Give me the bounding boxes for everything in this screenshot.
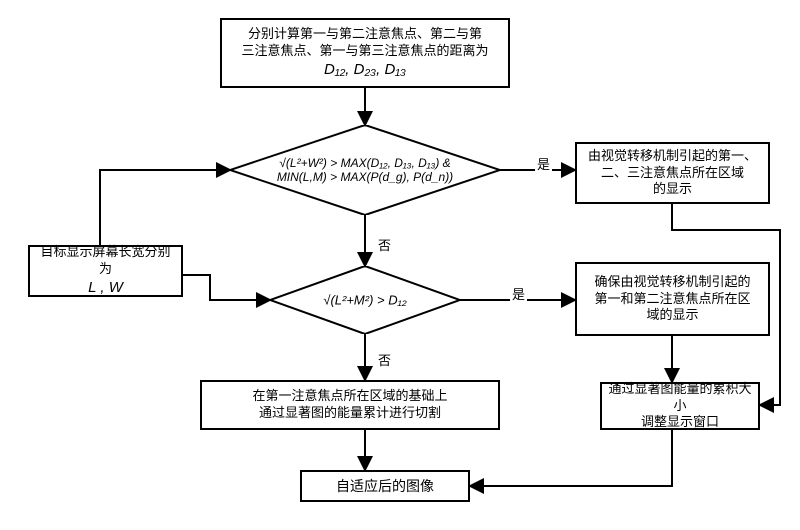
- node-text: 调整显示窗口: [641, 414, 719, 429]
- node-text: 通过显著图的能量累计进行切割: [259, 405, 441, 420]
- node-text: 自适应后的图像: [336, 477, 434, 495]
- edge: [470, 430, 672, 486]
- decision-formula: √(L²+W²) > MAX(D₁₂, D₁₃, D₁₃) &: [279, 156, 450, 170]
- node-text: 分别计算第一与第二注意焦点、第二与第: [248, 26, 482, 41]
- node-adjust-window: 通过显著图能量的累积大小 调整显示窗口: [600, 382, 760, 430]
- flowchart-canvas: 分别计算第一与第二注意焦点、第二与第 三注意焦点、第一与第三注意焦点的距离为 D…: [0, 0, 800, 530]
- node-text: 在第一注意焦点所在区域的基础上: [252, 388, 447, 403]
- decision-d12: √(L²+M²) > D₁₂: [270, 266, 460, 334]
- node-formula: D₁₂, D₂₃, D₁₃: [324, 61, 406, 78]
- node-text: 第一和第二注意焦点所在区: [594, 291, 750, 306]
- node-text: 三注意焦点、第一与第三注意焦点的距离为: [241, 43, 488, 58]
- node-text: 二、三注意焦点所在区域: [601, 165, 744, 180]
- node-display-three-regions: 由视觉转移机制引起的第一、 二、三注意焦点所在区域 的显示: [575, 142, 770, 204]
- edge-label: 否: [376, 235, 393, 254]
- node-text: 域的显示: [646, 307, 698, 322]
- node-text: 由视觉转移机制引起的第一、: [588, 148, 757, 163]
- node-compute-distances: 分别计算第一与第二注意焦点、第二与第 三注意焦点、第一与第三注意焦点的距离为 D…: [220, 18, 510, 88]
- node-ensure-two-regions: 确保由视觉转移机制引起的 第一和第二注意焦点所在区 域的显示: [575, 262, 770, 336]
- edge-label: 是: [510, 284, 527, 303]
- node-text: 的显示: [653, 181, 692, 196]
- node-text: 目标显示屏幕长宽分别为: [40, 244, 170, 276]
- node-text: 通过显著图能量的累积大小: [608, 381, 751, 413]
- node-crop-by-energy: 在第一注意焦点所在区域的基础上 通过显著图的能量累计进行切割: [200, 380, 500, 430]
- decision-three-distances: √(L²+W²) > MAX(D₁₂, D₁₃, D₁₃) & MIN(L,M)…: [230, 125, 500, 215]
- node-formula: L , W: [88, 279, 123, 296]
- edge: [100, 170, 230, 245]
- node-text: 确保由视觉转移机制引起的: [594, 274, 750, 289]
- edge-label: 否: [376, 350, 393, 369]
- node-screen-lw: 目标显示屏幕长宽分别为 L , W: [28, 245, 183, 297]
- edge: [183, 275, 270, 300]
- edge-label: 是: [535, 154, 552, 173]
- decision-formula: MIN(L,M) > MAX(P(d_g), P(d_n)): [277, 170, 453, 184]
- decision-formula: √(L²+M²) > D₁₂: [323, 293, 406, 308]
- node-final-image: 自适应后的图像: [300, 470, 470, 502]
